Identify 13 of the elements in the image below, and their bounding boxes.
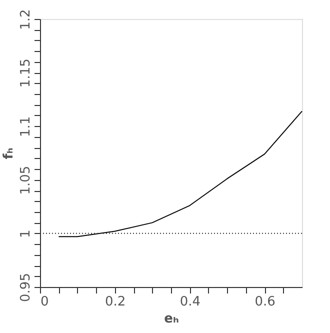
y-tick-label: 1.2 bbox=[18, 9, 34, 30]
line-series bbox=[58, 110, 302, 238]
y-tick-label: 1 bbox=[18, 230, 34, 238]
y-axis-title: fₕ bbox=[2, 148, 16, 160]
x-tick-label: 0.4 bbox=[180, 294, 201, 310]
x-tick-label: 0 bbox=[40, 294, 49, 310]
y-tick-label: 0.95 bbox=[18, 273, 34, 302]
x-axis-title: eₕ bbox=[164, 312, 179, 326]
y-tick-label: 1.15 bbox=[18, 58, 34, 88]
x-tick-label: 0.6 bbox=[254, 294, 276, 310]
x-tick-label: 0.2 bbox=[105, 294, 126, 310]
y-tick-label: 1.1 bbox=[18, 116, 34, 138]
y-tick-label: 1.05 bbox=[18, 166, 34, 195]
